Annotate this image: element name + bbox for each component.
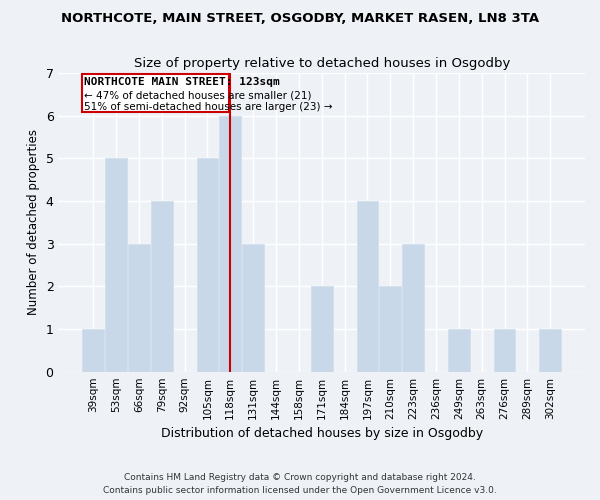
Bar [494, 329, 515, 372]
Bar [539, 329, 561, 372]
Bar [220, 116, 241, 372]
Bar [402, 244, 424, 372]
Text: NORTHCOTE MAIN STREET: 123sqm: NORTHCOTE MAIN STREET: 123sqm [83, 77, 280, 87]
Bar [379, 286, 401, 372]
Bar [151, 201, 173, 372]
Bar [82, 329, 104, 372]
Bar [356, 201, 378, 372]
Bar [311, 286, 332, 372]
Bar [242, 244, 264, 372]
Text: NORTHCOTE, MAIN STREET, OSGODBY, MARKET RASEN, LN8 3TA: NORTHCOTE, MAIN STREET, OSGODBY, MARKET … [61, 12, 539, 26]
Text: ← 47% of detached houses are smaller (21): ← 47% of detached houses are smaller (21… [83, 90, 311, 100]
X-axis label: Distribution of detached houses by size in Osgodby: Distribution of detached houses by size … [161, 427, 483, 440]
Y-axis label: Number of detached properties: Number of detached properties [27, 130, 40, 316]
FancyBboxPatch shape [82, 74, 229, 112]
Bar [197, 158, 218, 372]
Bar [128, 244, 150, 372]
Bar [448, 329, 470, 372]
Bar [105, 158, 127, 372]
Text: 51% of semi-detached houses are larger (23) →: 51% of semi-detached houses are larger (… [83, 102, 332, 112]
Title: Size of property relative to detached houses in Osgodby: Size of property relative to detached ho… [134, 58, 510, 70]
Text: Contains HM Land Registry data © Crown copyright and database right 2024.
Contai: Contains HM Land Registry data © Crown c… [103, 474, 497, 495]
